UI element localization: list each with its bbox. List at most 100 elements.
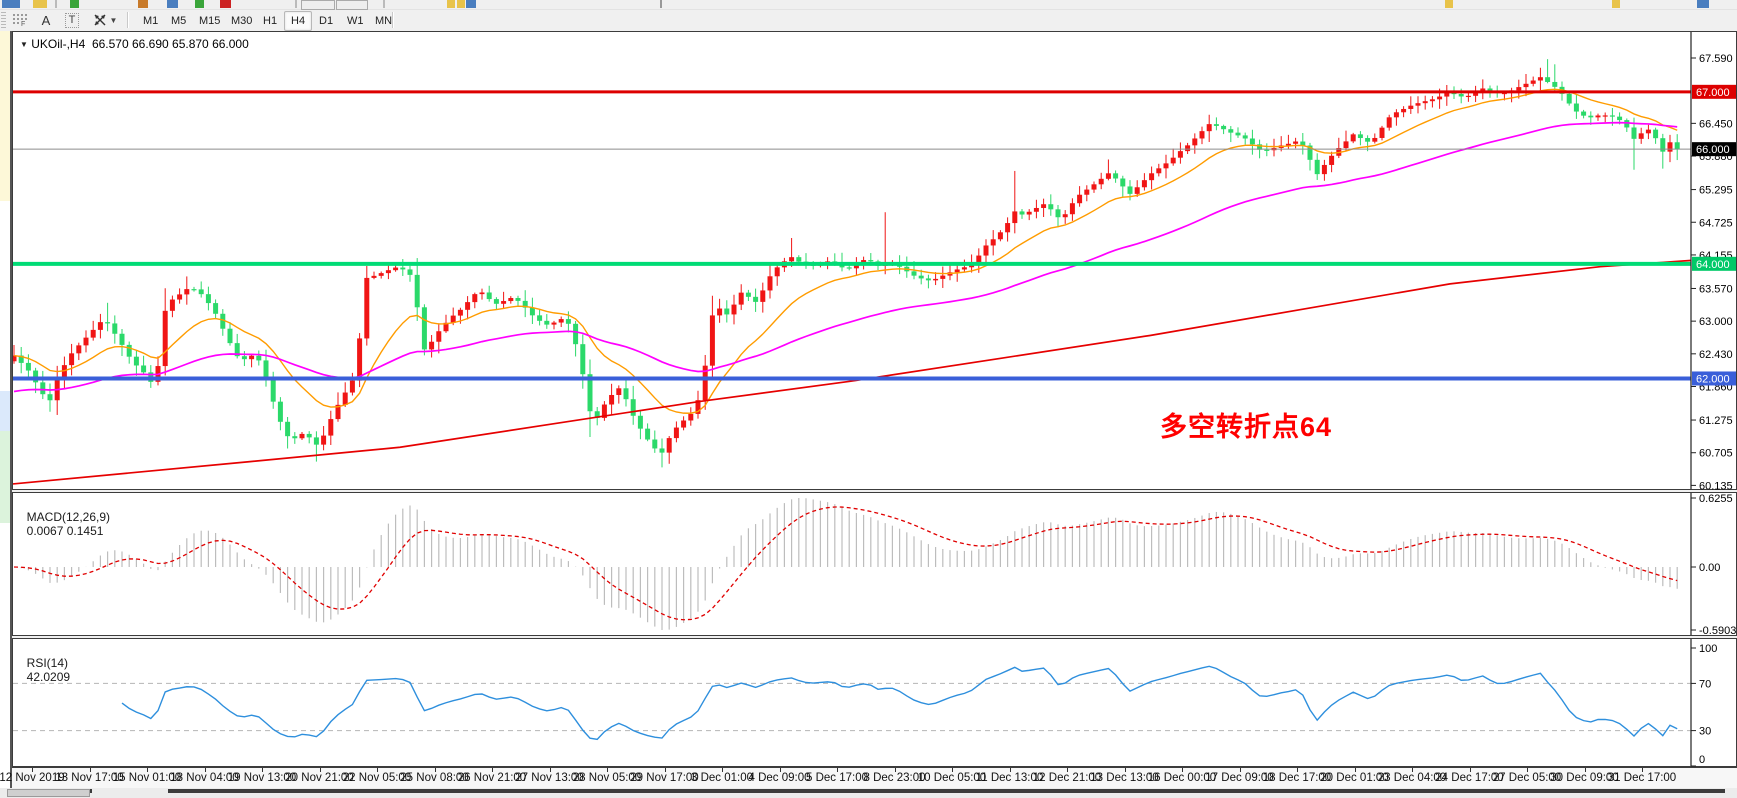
clipped-toolbar-icon xyxy=(33,0,47,8)
rsi-pane[interactable]: 100 70 30 0 xyxy=(12,638,1737,767)
time-axis-label: 31 Dec 17:00 xyxy=(1607,772,1677,784)
time-axis-label: 13 Nov 17:00 xyxy=(55,772,124,784)
timeframe-button-mn[interactable]: MN xyxy=(375,15,393,27)
time-axis-label: 18 Nov 04:00 xyxy=(170,772,239,784)
time-axis[interactable]: 12 Nov 2019 13 Nov 17:00 15 Nov 01:00 18 No… xyxy=(0,767,1737,788)
time-tick xyxy=(1067,768,1068,772)
toolbar-drag-handle[interactable] xyxy=(1,12,6,28)
clipped-toolbar-icon xyxy=(167,0,178,8)
svg-text:64.725: 64.725 xyxy=(1699,217,1733,229)
time-tick xyxy=(1642,768,1643,772)
time-axis-label: 5 Dec 17:00 xyxy=(805,772,869,784)
time-tick xyxy=(434,768,436,772)
time-axis-label: 27 Nov 13:00 xyxy=(515,772,584,784)
clipped-toolbar-icon xyxy=(1697,0,1709,8)
time-axis-label: 15 Nov 01:00 xyxy=(112,772,182,784)
svg-text:62.430: 62.430 xyxy=(1699,349,1733,361)
time-tick xyxy=(1297,768,1298,772)
background-panel-band xyxy=(0,31,10,201)
svg-text:63.000: 63.000 xyxy=(1699,316,1733,328)
background-panel-band xyxy=(0,201,10,391)
time-axis-label: 4 Dec 09:00 xyxy=(748,772,811,784)
macd-values: 0.0067 0.1451 xyxy=(26,524,104,538)
timeframe-button-m1[interactable]: M1 xyxy=(143,15,159,27)
clipped-toolbar-icon xyxy=(70,0,79,8)
time-axis-label: 16 Dec 00:00 xyxy=(1147,772,1217,784)
time-tick xyxy=(1527,768,1528,772)
font-tool-button[interactable]: A xyxy=(38,10,54,30)
time-axis-label: 29 Nov 17:00 xyxy=(630,772,699,784)
dotted-grid-icon: F xyxy=(13,14,27,27)
time-tick xyxy=(492,768,493,772)
time-tick xyxy=(377,768,378,772)
timeframe-button-d1[interactable]: D1 xyxy=(319,15,334,27)
time-axis-label: 28 Nov 05:00 xyxy=(572,772,642,784)
svg-text:60.135: 60.135 xyxy=(1699,480,1733,490)
time-tick xyxy=(779,768,781,772)
svg-text:64.155: 64.155 xyxy=(1699,250,1733,262)
main-chart-pane[interactable]: 67.590 66.450 65.880 65.295 64.725 64.155 63.5… xyxy=(12,31,1737,490)
svg-text:30: 30 xyxy=(1699,726,1711,738)
background-panel-band xyxy=(0,523,10,798)
left-panel-sliver xyxy=(0,31,10,798)
svg-text:61.275: 61.275 xyxy=(1699,415,1733,427)
timeframe-button-m15[interactable]: M15 xyxy=(199,15,221,27)
time-axis-label: 10 Dec 05:00 xyxy=(917,772,987,784)
scrollbar-thumb[interactable] xyxy=(7,789,90,797)
font-tool-label: A xyxy=(41,12,51,28)
time-tick xyxy=(1354,768,1356,772)
time-axis-label: 3 Dec 01:00 xyxy=(690,772,754,784)
cursor-tool-button[interactable]: ▼ xyxy=(90,10,120,30)
svg-text:70: 70 xyxy=(1699,678,1711,690)
time-tick xyxy=(32,768,33,772)
time-tick xyxy=(1124,768,1126,772)
time-axis-label: 12 Nov 2019 xyxy=(0,772,65,784)
macd-pane[interactable]: 0.6255 0.00 -0.5903 xyxy=(12,492,1737,636)
time-axis-label: 17 Dec 09:00 xyxy=(1205,772,1274,784)
timeframe-button-m5[interactable]: M5 xyxy=(171,15,187,27)
time-tick xyxy=(1009,768,1011,772)
clipped-toolbar-icon xyxy=(457,0,465,8)
svg-text:100: 100 xyxy=(1699,643,1717,655)
timeframe-button-h1[interactable]: H1 xyxy=(263,15,278,27)
text-tool-button[interactable]: T xyxy=(60,10,84,30)
chart-annotation-text[interactable]: 多空转折点64 xyxy=(1160,412,1333,442)
timeframe-button-m30[interactable]: M30 xyxy=(231,15,253,27)
timeframe-button-h4[interactable]: H4 xyxy=(284,11,313,31)
clipped-toolbar-icon xyxy=(336,0,368,10)
time-axis-label: 25 Nov 08:00 xyxy=(400,772,469,784)
time-tick xyxy=(1239,768,1241,772)
macd-histogram xyxy=(20,498,1678,630)
svg-text:0.00: 0.00 xyxy=(1699,562,1720,574)
svg-text:0.6255: 0.6255 xyxy=(1699,493,1733,505)
clipped-toolbar-icon xyxy=(220,0,231,8)
chart-dropdown-triangle-icon[interactable]: ▼ xyxy=(20,40,28,49)
time-tick xyxy=(1469,768,1471,772)
time-tick xyxy=(147,768,148,772)
timeframe-button-w1[interactable]: W1 xyxy=(347,15,364,27)
candles-layer xyxy=(12,59,1680,468)
time-tick xyxy=(89,768,91,772)
clipped-toolbar-icon xyxy=(1445,0,1453,8)
time-tick xyxy=(1584,768,1586,772)
time-tick xyxy=(204,768,206,772)
svg-text:-0.5903: -0.5903 xyxy=(1699,625,1736,636)
svg-text:67.000: 67.000 xyxy=(1696,87,1730,99)
time-tick xyxy=(1182,768,1183,772)
indicator-grid-icon[interactable]: F xyxy=(8,10,32,30)
bottom-scrollbar[interactable] xyxy=(0,788,1737,798)
time-axis-label: 12 Dec 21:00 xyxy=(1032,772,1102,784)
clipped-background-toolbar xyxy=(0,0,1737,10)
clipped-toolbar-icon xyxy=(195,0,204,8)
time-tick xyxy=(1412,768,1413,772)
time-tick xyxy=(607,768,608,772)
dropdown-caret-icon: ▼ xyxy=(109,15,118,25)
background-panel-band xyxy=(0,431,10,523)
clipped-toolbar-icon xyxy=(295,0,297,8)
time-axis-label: 24 Dec 17:00 xyxy=(1435,772,1504,784)
time-tick xyxy=(894,768,896,772)
macd-label: MACD(12,26,9) 0.0067 0.1451 xyxy=(20,496,110,538)
svg-text:0: 0 xyxy=(1699,754,1705,766)
time-axis-label: 18 Dec 17:00 xyxy=(1262,772,1332,784)
